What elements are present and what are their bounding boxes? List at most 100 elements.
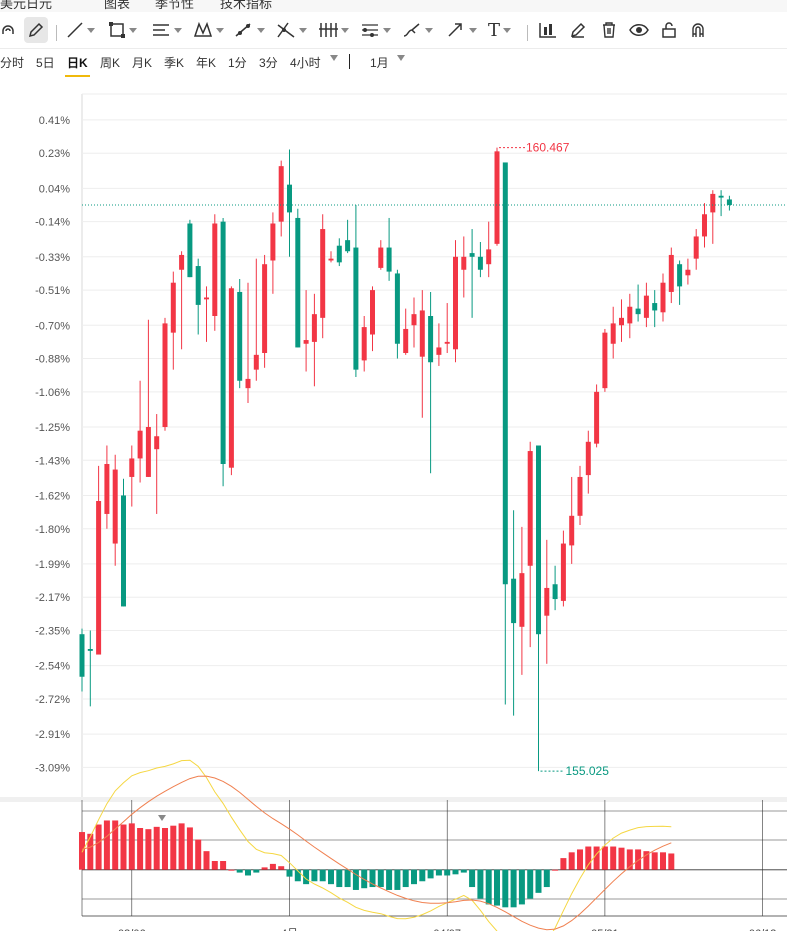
candle-up[interactable]: [411, 314, 417, 326]
candle-up[interactable]: [685, 269, 691, 276]
period-quarterly[interactable]: 季K: [164, 56, 185, 70]
candle-up[interactable]: [145, 427, 151, 477]
candle-up[interactable]: [179, 254, 185, 270]
candle-down[interactable]: [511, 578, 517, 624]
candle-down[interactable]: [121, 495, 126, 607]
candle-up[interactable]: [303, 340, 309, 344]
candle-down[interactable]: [195, 266, 201, 305]
candle-up[interactable]: [170, 282, 176, 333]
candle-up[interactable]: [494, 151, 500, 244]
tab-seasonality[interactable]: 季节性: [155, 0, 195, 11]
candle-up[interactable]: [643, 295, 649, 318]
period-1min[interactable]: 1分: [228, 56, 247, 70]
tab-chart[interactable]: 图表: [104, 0, 131, 11]
symbol-tab[interactable]: 美元日元: [0, 0, 53, 11]
candle-up[interactable]: [311, 314, 317, 342]
candle-up[interactable]: [519, 573, 525, 627]
period-weekly[interactable]: 周K: [100, 56, 121, 70]
candle-down[interactable]: [652, 303, 658, 311]
candle-up[interactable]: [660, 282, 666, 313]
candle-up[interactable]: [370, 290, 375, 335]
candle-up[interactable]: [585, 441, 591, 476]
candle-down[interactable]: [220, 221, 226, 464]
period-monthly[interactable]: 月K: [132, 56, 153, 70]
candle-up[interactable]: [154, 436, 160, 450]
candle-down[interactable]: [87, 649, 93, 651]
candle-up[interactable]: [486, 249, 492, 265]
unlock-icon[interactable]: [660, 17, 678, 43]
channel-icon[interactable]: [234, 17, 265, 43]
candle-up[interactable]: [129, 458, 135, 477]
candle-up[interactable]: [245, 378, 251, 389]
candle-down[interactable]: [477, 256, 483, 270]
candle-up[interactable]: [419, 310, 425, 357]
gann-icon[interactable]: [276, 17, 307, 43]
interval-select[interactable]: 1月: [370, 56, 389, 70]
period-timeshare[interactable]: 分时: [0, 56, 25, 70]
text-icon[interactable]: T: [488, 17, 512, 43]
candle-down[interactable]: [428, 316, 434, 363]
candle-up[interactable]: [328, 258, 334, 261]
arrow-icon[interactable]: [446, 17, 477, 43]
eye-icon[interactable]: [629, 17, 649, 43]
candle-up[interactable]: [693, 236, 699, 259]
candle-up[interactable]: [702, 214, 707, 237]
candle-up[interactable]: [162, 323, 168, 427]
candle-up[interactable]: [403, 328, 409, 353]
candle-up[interactable]: [270, 223, 276, 261]
rectangle-icon[interactable]: [108, 17, 137, 43]
candle-up[interactable]: [560, 543, 566, 601]
period-yearly[interactable]: 年K: [196, 56, 217, 70]
candle-up[interactable]: [453, 256, 458, 350]
candle-up[interactable]: [461, 256, 467, 270]
candle-up[interactable]: [228, 288, 234, 468]
candle-down[interactable]: [394, 273, 400, 344]
more-periods-chevron-down-icon[interactable]: [330, 55, 338, 61]
candle-up[interactable]: [320, 229, 326, 318]
period-4hour[interactable]: 4小时: [290, 56, 321, 70]
candle-down[interactable]: [726, 199, 732, 205]
edit-icon[interactable]: [569, 17, 587, 43]
candle-up[interactable]: [104, 464, 110, 514]
candle-up[interactable]: [527, 451, 533, 566]
candle-down[interactable]: [187, 223, 193, 278]
candle-up[interactable]: [96, 501, 102, 655]
candle-up[interactable]: [444, 341, 450, 344]
candle-up[interactable]: [569, 515, 575, 546]
candle-down[interactable]: [353, 247, 359, 370]
period-daily[interactable]: 日K: [65, 56, 90, 77]
candle-up[interactable]: [278, 166, 284, 222]
candle-up[interactable]: [262, 264, 268, 353]
macd-settings-caret-icon[interactable]: [158, 815, 166, 821]
candle-down[interactable]: [677, 264, 683, 287]
candle-up[interactable]: [544, 587, 550, 616]
magnet-icon[interactable]: [0, 17, 16, 43]
bar-chart-icon[interactable]: [538, 17, 558, 43]
candle-up[interactable]: [619, 317, 624, 326]
trash-icon[interactable]: [600, 17, 618, 43]
candle-up[interactable]: [204, 297, 209, 300]
candle-up[interactable]: [577, 476, 583, 516]
candle-up[interactable]: [594, 391, 600, 444]
candle-down[interactable]: [552, 584, 558, 600]
magnet-u-icon[interactable]: [689, 17, 707, 43]
candle-up[interactable]: [137, 430, 143, 459]
candle-up[interactable]: [253, 354, 259, 370]
xabcd-pattern-icon[interactable]: [193, 17, 224, 43]
candle-up[interactable]: [627, 306, 633, 324]
fib-lines-icon[interactable]: [151, 17, 182, 43]
candle-up[interactable]: [436, 347, 442, 355]
candle-down[interactable]: [237, 291, 243, 381]
candle-down[interactable]: [469, 253, 475, 257]
candle-up[interactable]: [112, 469, 118, 544]
candle-up[interactable]: [668, 254, 674, 292]
candle-down[interactable]: [718, 195, 724, 198]
candle-down[interactable]: [502, 162, 508, 585]
trend-line-icon[interactable]: [66, 17, 95, 43]
candle-down[interactable]: [345, 240, 351, 252]
period-3min[interactable]: 3分: [259, 56, 278, 70]
candle-up[interactable]: [602, 332, 608, 389]
pitchfork-icon[interactable]: [318, 17, 349, 43]
candle-down[interactable]: [287, 184, 292, 213]
